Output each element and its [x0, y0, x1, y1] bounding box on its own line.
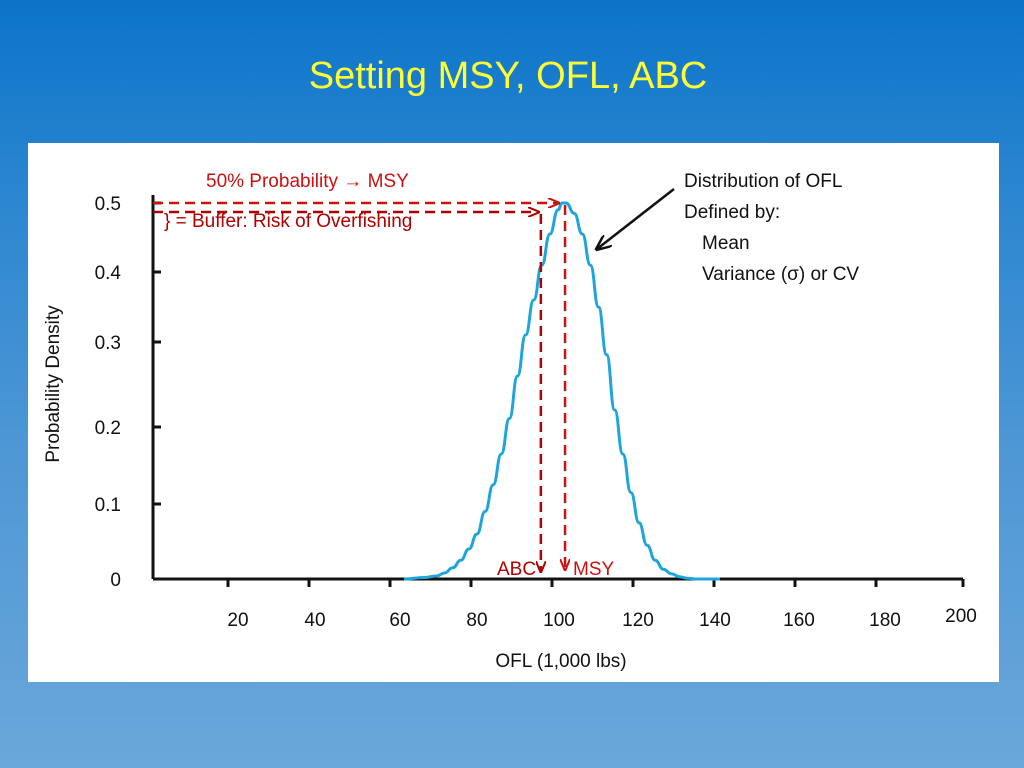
distribution-note-line-2: Defined by:	[684, 202, 780, 223]
y-tick-label: 0.1	[95, 495, 121, 516]
tick-labels: 0 0.1 0.2 0.3 0.4 0.5 20 40 60 80 100 120 140 160 180 2…	[95, 194, 977, 631]
msy-probability-label: 50% Probability → MSY	[206, 171, 409, 192]
distribution-pointer-arrow	[597, 188, 675, 249]
y-tick-label: 0.3	[95, 333, 121, 354]
msy-label: MSY	[573, 559, 615, 580]
x-tick-label: 80	[466, 610, 487, 631]
x-tick-label: 120	[622, 610, 654, 631]
y-tick-label: 0.5	[95, 194, 121, 215]
slide-title: Setting MSY, OFL, ABC	[308, 55, 708, 97]
abc-label: ABC	[497, 559, 536, 580]
y-tick-label: 0.2	[95, 418, 121, 439]
x-tick-label: 40	[304, 610, 325, 631]
chart-panel: 0 0.1 0.2 0.3 0.4 0.5 20 40 60 80 100 120 140 160 180 2…	[28, 143, 999, 682]
x-tick-label: 200	[945, 606, 977, 627]
x-tick-label: 60	[389, 610, 410, 631]
x-tick-label: 180	[869, 610, 901, 631]
axes	[151, 195, 965, 587]
distribution-note-line-1: Distribution of OFL	[684, 171, 842, 192]
x-tick-label: 100	[543, 610, 575, 631]
y-axis-title: Probability Density	[43, 305, 64, 463]
buffer-label: } = Buffer: Risk of Overfishing	[164, 211, 412, 232]
x-tick-label: 140	[699, 610, 731, 631]
distribution-note-line-3: Mean	[702, 233, 750, 254]
x-tick-label: 160	[783, 610, 815, 631]
ofl-distribution-chart: 0 0.1 0.2 0.3 0.4 0.5 20 40 60 80 100 120 140 160 180 2…	[43, 171, 977, 672]
ofl-density-curve	[404, 201, 720, 581]
x-tick-label: 20	[227, 610, 248, 631]
y-tick-label: 0.4	[95, 263, 122, 284]
x-axis-title: OFL (1,000 lbs)	[495, 651, 626, 672]
annotations: 50% Probability → MSY } = Buffer: Risk o…	[153, 171, 859, 580]
series	[404, 201, 720, 581]
distribution-note-line-4: Variance (σ) or CV	[702, 264, 859, 285]
y-tick-label: 0	[110, 570, 121, 591]
